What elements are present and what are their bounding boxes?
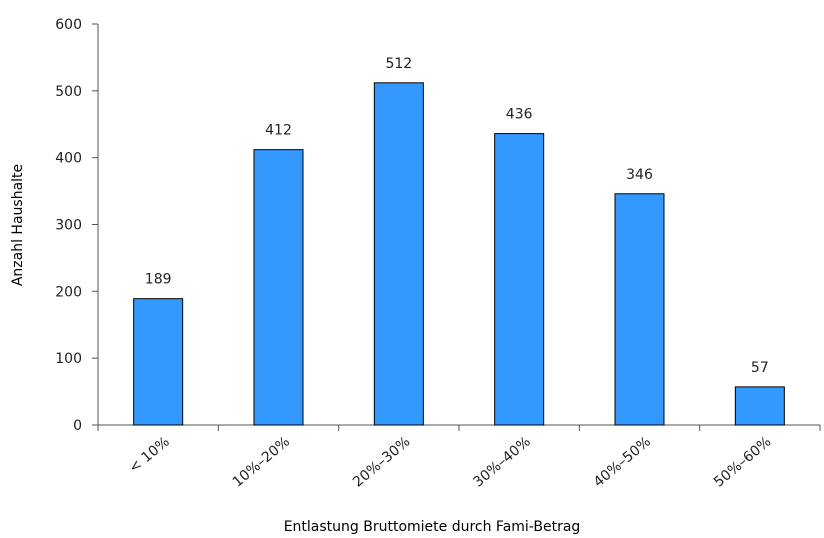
bars — [133, 82, 785, 426]
y-tick-label: 300 — [55, 218, 82, 234]
bar-value-label: 512 — [385, 56, 412, 72]
y-tick-label: 400 — [55, 151, 82, 167]
x-tick-label: 30%–40% — [470, 434, 533, 491]
y-axis-title: Anzahl Haushalte — [10, 164, 26, 286]
y-tick-label: 500 — [55, 84, 82, 100]
x-tick-label: 50%–60% — [711, 434, 774, 491]
bar — [734, 386, 785, 426]
bar-value-label: 189 — [145, 272, 172, 288]
bar-value-label: 57 — [751, 360, 769, 376]
x-axis-title: Entlastung Bruttomiete durch Fami-Betrag — [284, 519, 581, 535]
bar-value-label: 346 — [626, 167, 653, 183]
bar — [253, 149, 304, 426]
y-ticks: 0 100 200 300 400 500 600 — [55, 17, 98, 434]
y-tick-label: 600 — [55, 17, 82, 33]
bar — [373, 82, 424, 426]
y-tick-label: 0 — [73, 418, 82, 434]
x-tick-label: 10%–20% — [230, 434, 293, 491]
y-axis: 0 100 200 300 400 500 600 — [55, 17, 99, 434]
x-ticks: < 10% 10%–20% 20%–30% 30%–40% 40%–50% 50%–60% — [97, 425, 821, 491]
bar — [133, 298, 184, 426]
bar-value-label: 436 — [506, 107, 533, 123]
x-tick-label: 20%–30% — [350, 434, 413, 491]
x-tick-label: < 10% — [126, 434, 173, 477]
x-axis: < 10% 10%–20% 20%–30% 30%–40% 40%–50% 50%–60% — [97, 424, 821, 491]
x-tick-label: 40%–50% — [591, 434, 654, 491]
bar-labels: 189 412 512 436 346 57 — [145, 56, 769, 376]
bar — [494, 133, 545, 426]
y-tick-label: 100 — [55, 351, 82, 367]
bar-value-label: 412 — [265, 123, 292, 139]
y-tick-label: 200 — [55, 284, 82, 300]
bar — [614, 193, 665, 426]
